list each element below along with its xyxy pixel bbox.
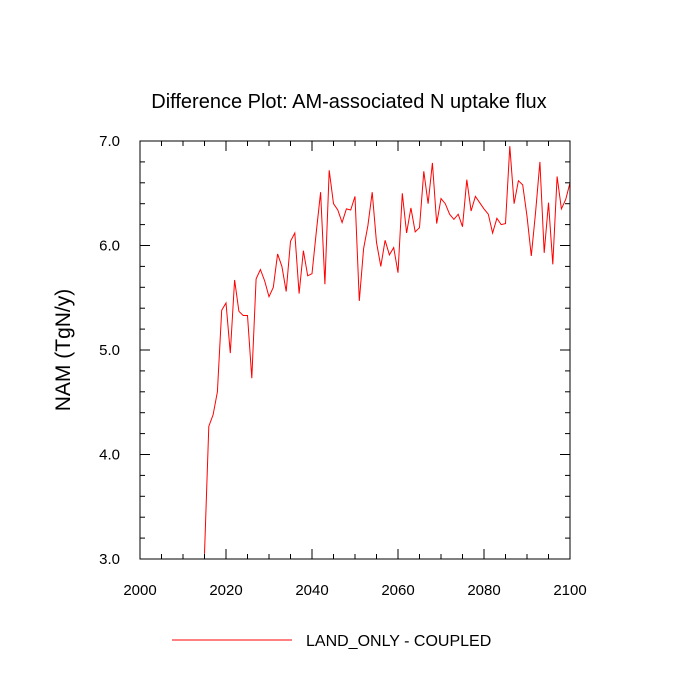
legend-label: LAND_ONLY - COUPLED (306, 633, 491, 650)
y-tick-label: 6.0 (99, 238, 120, 255)
x-tick-label: 2000 (123, 582, 156, 599)
x-tick-label: 2100 (553, 582, 586, 599)
y-tick-label: 3.0 (99, 551, 120, 568)
x-tick-label: 2060 (381, 582, 414, 599)
y-tick-label: 7.0 (99, 133, 120, 150)
series-line-land-only-minus-coupled (204, 146, 571, 554)
legend: LAND_ONLY - COUPLED (172, 633, 491, 650)
x-tick-label: 2040 (295, 582, 328, 599)
plot-frame (139, 140, 571, 560)
chart-title: Difference Plot: AM-associated N uptake … (151, 91, 546, 113)
axis-tick-labels: 2000 2020 2040 2060 2080 2100 3.0 4.0 5.0 6.0 7.0 (99, 133, 587, 599)
x-tick-label: 2020 (209, 582, 242, 599)
y-tick-label: 5.0 (99, 342, 120, 359)
x-tick-label: 2080 (467, 582, 500, 599)
y-axis-label: NAM (TgN/y) (52, 289, 75, 412)
y-tick-label: 4.0 (99, 447, 120, 464)
